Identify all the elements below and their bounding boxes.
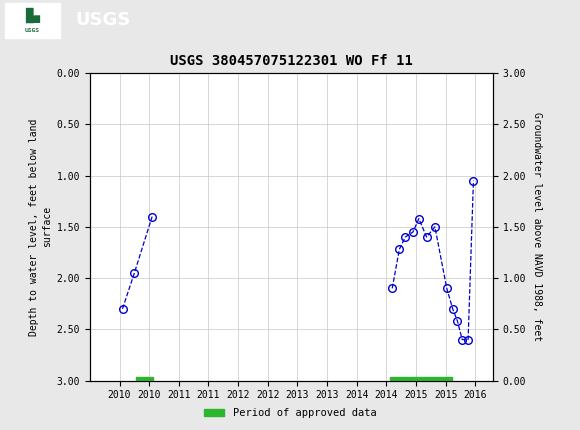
Text: █▄: █▄	[25, 8, 40, 23]
Y-axis label: Groundwater level above NAVD 1988, feet: Groundwater level above NAVD 1988, feet	[532, 112, 542, 341]
Text: USGS: USGS	[75, 12, 130, 29]
Text: USGS: USGS	[25, 28, 40, 33]
FancyBboxPatch shape	[5, 3, 60, 37]
Y-axis label: Depth to water level, feet below land
surface: Depth to water level, feet below land su…	[30, 118, 53, 335]
Title: USGS 380457075122301 WO Ff 11: USGS 380457075122301 WO Ff 11	[170, 54, 413, 68]
Legend: Period of approved data: Period of approved data	[200, 404, 380, 423]
